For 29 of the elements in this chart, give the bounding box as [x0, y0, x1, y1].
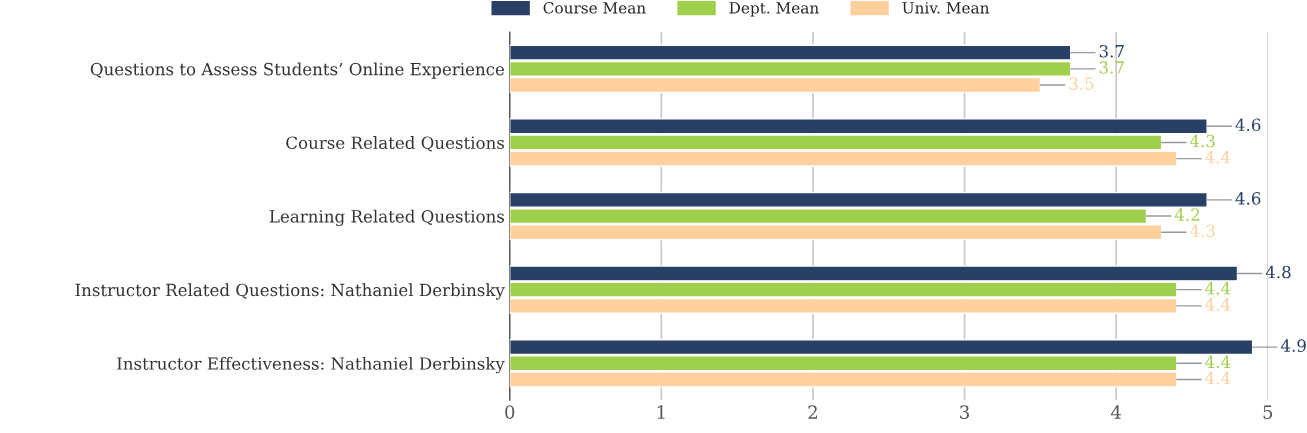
x-tick-label: 2: [808, 405, 817, 419]
data-label: 4.4: [1205, 298, 1231, 311]
x-tick-label: 5: [1263, 405, 1273, 419]
x-tick-label: 3: [960, 405, 969, 419]
data-label: 4.9: [1280, 339, 1306, 352]
legend-label: Course Mean: [543, 2, 646, 14]
x-tick-label: 0: [505, 405, 515, 419]
data-label: 3.7: [1099, 44, 1124, 58]
y-tick-label: Learning Related Questions: [269, 209, 505, 227]
y-tick-label: Course Related Questions: [286, 136, 505, 152]
data-label: 4.4: [1205, 150, 1231, 164]
y-tick-label: Instructor Related Questions: Nathaniel Derbinsky: [75, 283, 505, 300]
x-tick-label: 4: [1110, 405, 1122, 419]
data-label: 4.6: [1235, 192, 1261, 205]
x-tick-label: 1: [657, 405, 665, 419]
data-label: 4.3: [1189, 224, 1215, 238]
data-label: 4.4: [1205, 281, 1231, 295]
data-label: 3.7: [1099, 61, 1124, 74]
y-tick-label: Instructor Effectiveness: Nathaniel Derbinsky: [117, 356, 505, 374]
data-label: 4.6: [1235, 118, 1261, 132]
data-label: 4.4: [1205, 355, 1231, 369]
data-label: 4.3: [1189, 134, 1215, 148]
legend-label: Dept. Mean: [729, 2, 819, 17]
data-label: 3.5: [1069, 77, 1094, 90]
legend-label: Univ. Mean: [902, 2, 990, 14]
data-label: 4.2: [1174, 208, 1200, 221]
data-label: 4.4: [1205, 371, 1231, 385]
y-tick-label: Questions to Assess Students’ Online Experience: [90, 62, 505, 79]
data-label: 4.8: [1265, 265, 1291, 279]
